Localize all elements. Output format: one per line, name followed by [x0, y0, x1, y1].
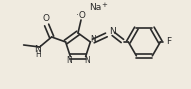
Text: O: O	[42, 15, 49, 23]
Text: N: N	[34, 45, 41, 54]
Text: F: F	[166, 37, 171, 46]
Text: H: H	[35, 50, 40, 59]
Text: N: N	[66, 56, 72, 65]
Text: N: N	[91, 36, 96, 44]
Text: +: +	[101, 2, 107, 8]
Text: N: N	[109, 28, 116, 36]
Text: ·O: ·O	[76, 11, 86, 19]
Text: Na: Na	[89, 3, 101, 12]
Text: N: N	[84, 56, 90, 65]
